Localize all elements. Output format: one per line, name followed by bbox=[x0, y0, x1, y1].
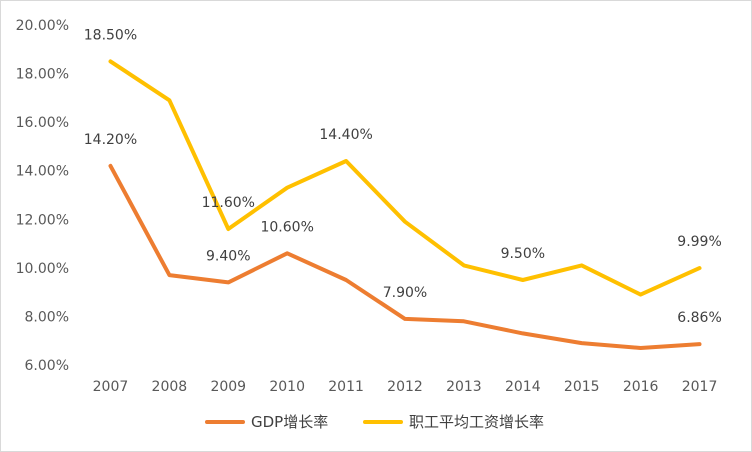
y-axis: 6.00% 8.00% 10.00% 12.00% 14.00% 16.00% 18.00%… bbox=[16, 18, 69, 374]
data-label: 11.60% bbox=[202, 195, 255, 211]
y-tick-label: 8.00% bbox=[25, 309, 69, 325]
x-tick-label: 2010 bbox=[269, 379, 305, 395]
data-label: 18.50% bbox=[84, 27, 137, 43]
y-tick-label: 14.00% bbox=[16, 164, 69, 180]
x-tick-label: 2015 bbox=[564, 379, 600, 395]
data-label: 14.40% bbox=[319, 127, 372, 143]
y-tick-label: 12.00% bbox=[16, 212, 69, 228]
y-tick-label: 20.00% bbox=[16, 18, 69, 34]
legend-item: GDP增长率 bbox=[205, 413, 328, 431]
data-label: 14.20% bbox=[84, 132, 137, 148]
x-tick-label: 2013 bbox=[446, 379, 482, 395]
data-label: 9.40% bbox=[206, 248, 250, 264]
y-tick-label: 6.00% bbox=[25, 358, 69, 374]
x-tick-label: 2007 bbox=[93, 379, 129, 395]
x-axis: 2007 2008 2009 2010 2011 2012 2013 2014 2015 2016… bbox=[93, 379, 718, 395]
y-tick-label: 18.00% bbox=[16, 67, 69, 83]
x-tick-label: 2011 bbox=[328, 379, 364, 395]
data-labels: 14.20% 9.40% 10.60% 7.90% 6.86% 18.50% 11.60% 1… bbox=[84, 27, 722, 326]
legend: GDP增长率 职工平均工资增长率 bbox=[205, 413, 544, 431]
x-tick-label: 2017 bbox=[682, 379, 718, 395]
data-label: 7.90% bbox=[383, 285, 427, 301]
series-line-2 bbox=[108, 59, 702, 297]
x-tick-label: 2014 bbox=[505, 379, 541, 395]
legend-item: 职工平均工资增长率 bbox=[363, 413, 544, 431]
series-line-1 bbox=[108, 163, 702, 350]
data-label: 9.99% bbox=[677, 234, 721, 250]
x-tick-label: 2008 bbox=[152, 379, 188, 395]
data-label: 9.50% bbox=[501, 246, 545, 262]
y-tick-label: 16.00% bbox=[16, 115, 69, 131]
data-label: 10.60% bbox=[260, 219, 313, 235]
legend-label: GDP增长率 bbox=[251, 413, 328, 431]
y-tick-label: 10.00% bbox=[16, 261, 69, 277]
x-tick-label: 2016 bbox=[623, 379, 659, 395]
series-lines bbox=[108, 59, 702, 350]
data-label: 6.86% bbox=[677, 310, 721, 326]
x-tick-label: 2009 bbox=[210, 379, 246, 395]
legend-label: 职工平均工资增长率 bbox=[409, 413, 544, 431]
x-tick-label: 2012 bbox=[387, 379, 423, 395]
